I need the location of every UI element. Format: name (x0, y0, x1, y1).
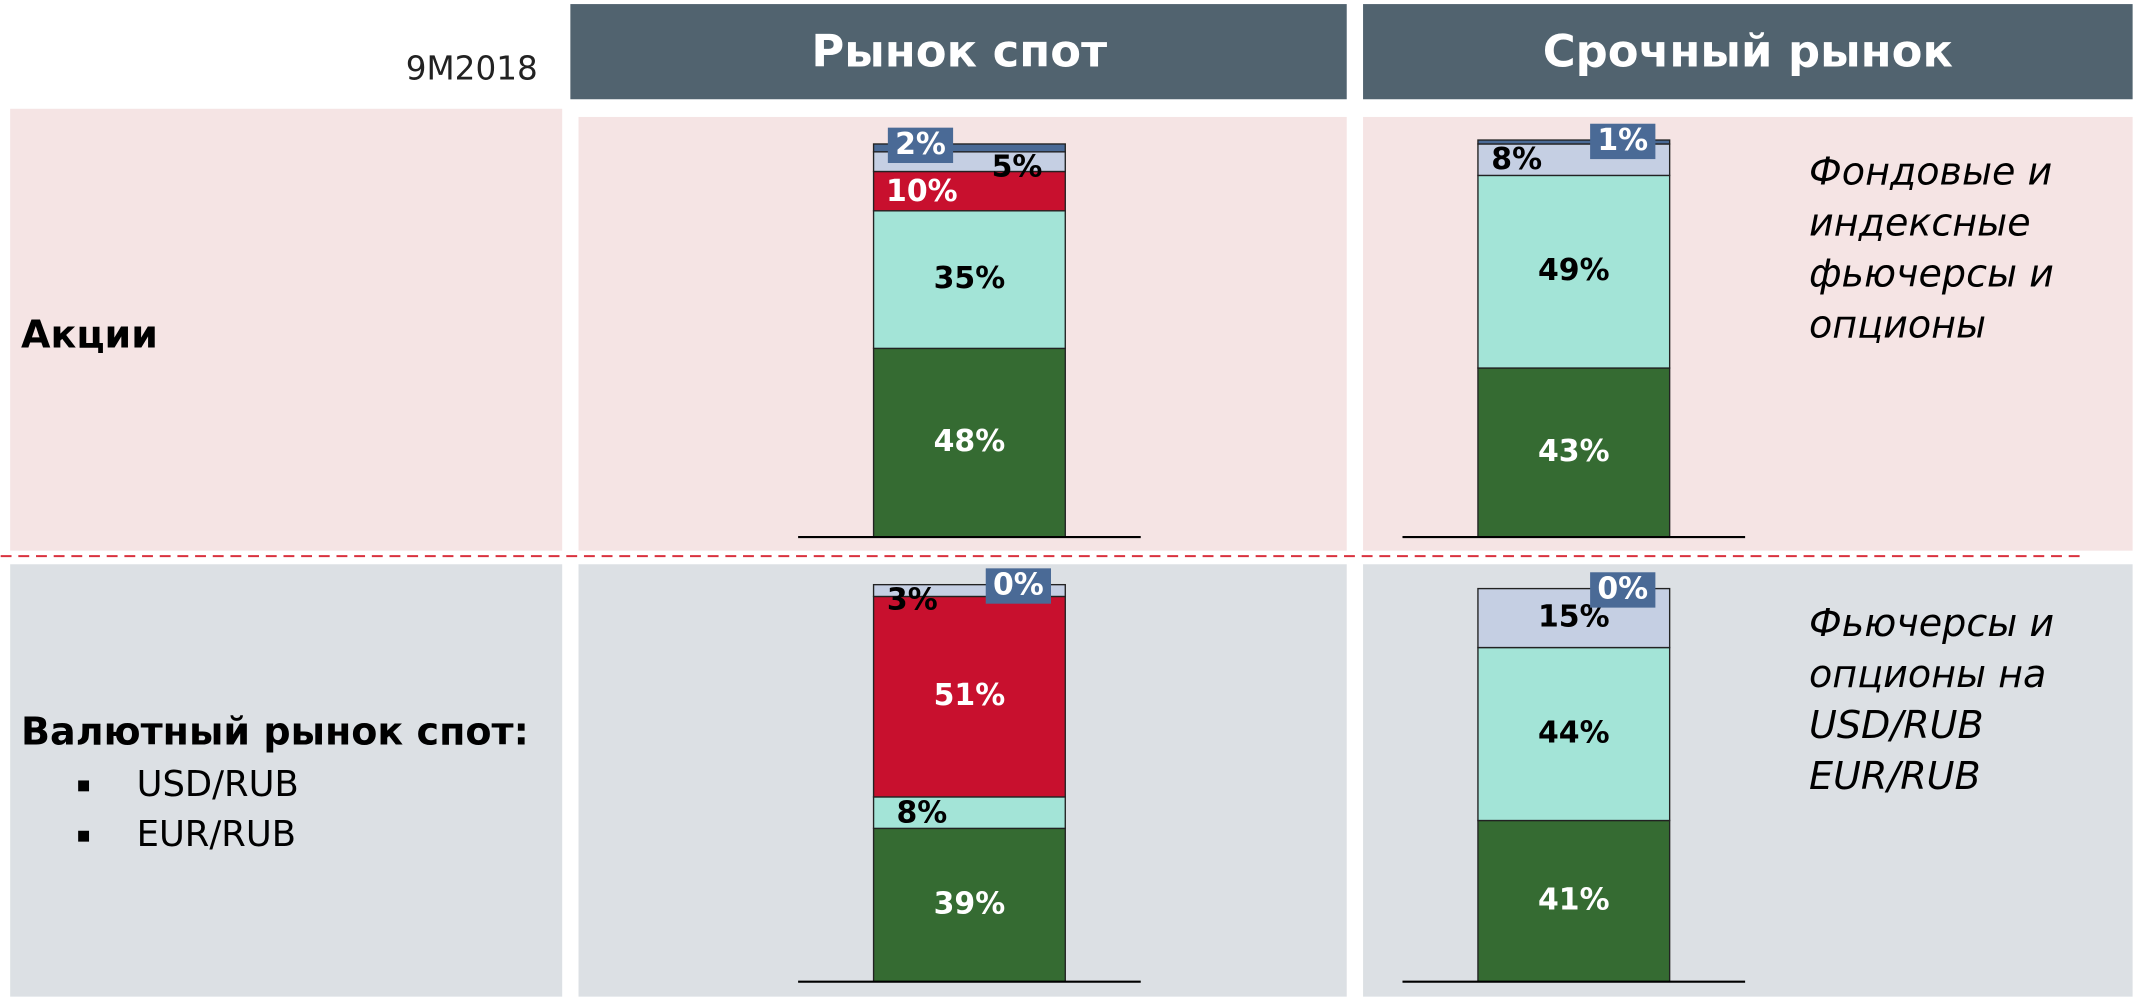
value-label: 48% (934, 424, 1006, 459)
row-label: Акции (21, 313, 158, 357)
value-label: 3% (887, 582, 938, 617)
description: Фьючерсы и (1809, 601, 2054, 645)
value-label: 51% (934, 678, 1006, 713)
column-header-bg (1363, 4, 2133, 100)
value-label: 35% (934, 261, 1006, 296)
value-label: 39% (934, 887, 1006, 922)
description: Фондовые и (1809, 150, 2052, 194)
row-bg (10, 564, 563, 997)
description: индексные (1809, 201, 2031, 245)
description: EUR/RUB (1809, 754, 1981, 798)
description: фьючерсы и (1809, 252, 2054, 296)
bullet (78, 830, 90, 842)
value-label: 10% (886, 174, 958, 209)
description: опционы (1809, 303, 1986, 347)
bar-segment (872, 796, 1066, 830)
period: 9M2018 (406, 50, 538, 88)
column-header: Рынок спот (811, 24, 1107, 77)
row-bg (10, 108, 563, 551)
value-label: 44% (1538, 716, 1610, 751)
bar-segment (1477, 646, 1671, 822)
value-label: 41% (1538, 883, 1610, 918)
row-item: USD/RUB (137, 764, 299, 805)
bar-segment (1477, 139, 1671, 145)
bar-segment (872, 595, 1066, 798)
description: USD/RUB (1809, 703, 1984, 747)
description: опционы на (1809, 652, 2046, 696)
value-label: 8% (896, 796, 947, 831)
label-box (985, 568, 1052, 604)
row-item: EUR/RUB (137, 814, 296, 855)
column-header: Срочный рынок (1543, 24, 1953, 77)
label-box (887, 127, 954, 164)
label-box (1590, 572, 1656, 608)
bullet (78, 780, 90, 792)
bar-segment (872, 583, 1066, 598)
value-label: 8% (1491, 142, 1542, 177)
value-label: 0% (1597, 571, 1648, 606)
bar-segment (872, 170, 1066, 212)
bar-segment (872, 827, 1066, 983)
value-label: 49% (1538, 253, 1610, 288)
row-label: Валютный рынок спот: (21, 710, 529, 754)
value-label: 1% (1597, 123, 1648, 158)
value-label: 2% (895, 127, 946, 162)
label-box (1590, 123, 1656, 160)
column-header-bg (570, 4, 1347, 100)
bar-segment (872, 210, 1066, 350)
bar-segment (872, 143, 1066, 153)
value-label: 43% (1538, 434, 1610, 469)
bar-segment (1477, 174, 1671, 369)
value-label: 0% (993, 568, 1044, 603)
value-label: 5% (992, 150, 1043, 185)
